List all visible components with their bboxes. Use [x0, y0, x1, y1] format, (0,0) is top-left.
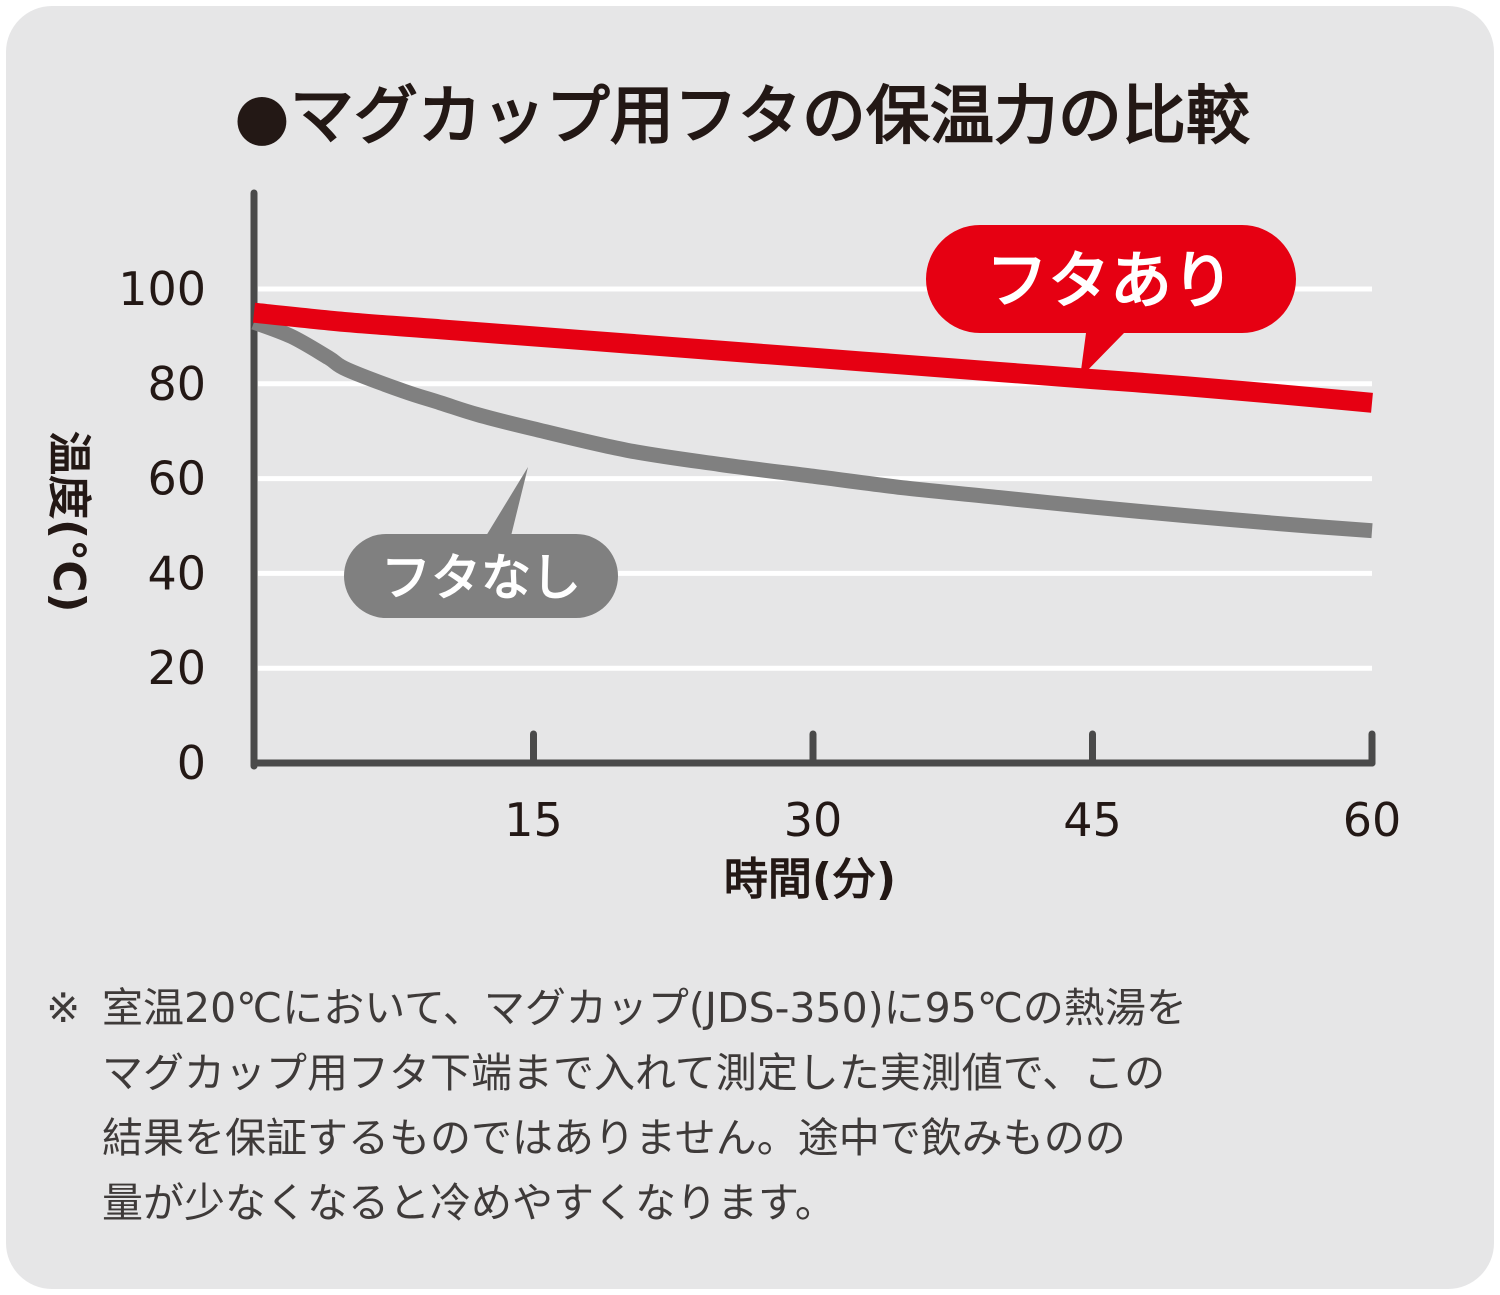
- x-tick-label: 45: [1063, 793, 1122, 847]
- footnote-line: 結果を保証するものではありません。途中で飲みものの: [102, 1114, 1126, 1162]
- x-axis-label: 時間(分): [724, 854, 896, 905]
- y-tick-label: 80: [147, 357, 206, 411]
- callout-lid-off-bubble: [344, 467, 618, 618]
- x-tick-label: 60: [1343, 793, 1402, 847]
- series-line-lid-on: [252, 302, 1373, 413]
- x-tick-label: 30: [784, 793, 843, 847]
- y-tick-label: 60: [147, 452, 206, 506]
- chart-card: ●マグカップ用フタの保温力の比較 0 20 40 60 80 100 15 30 45 60 時…: [6, 6, 1494, 1289]
- callout-lid-off-label: フタなし: [381, 549, 581, 607]
- y-tick-labels: 0 20 40 60 80 100: [118, 262, 206, 790]
- chart-title: ●マグカップ用フタの保温力の比較: [234, 80, 1251, 154]
- x-tick-marks: [530, 730, 1376, 767]
- footnote-line: 量が少なくなると冷めやすくなります。: [102, 1179, 836, 1227]
- callout-lid-on-bubble: [926, 225, 1296, 378]
- y-tick-label: 20: [147, 641, 206, 695]
- y-tick-label: 100: [118, 262, 206, 316]
- x-tick-label: 15: [504, 793, 563, 847]
- footnote-line: マグカップ用フタ下端まで入れて測定した実測値で、この: [102, 1049, 1166, 1097]
- callout-lid-off: フタなし: [344, 467, 618, 618]
- y-tick-label: 0: [177, 736, 206, 790]
- axes: [250, 189, 1376, 770]
- footnote-line: 室温20℃において、マグカップ(JDS-350)に95℃の熱湯を: [102, 984, 1187, 1032]
- series-group: [251, 302, 1373, 539]
- callout-lid-on: フタあり: [926, 225, 1296, 378]
- footnote-body: 室温20℃において、マグカップ(JDS-350)に95℃の熱湯を マグカップ用フ…: [102, 976, 1442, 1236]
- callout-lid-on-label: フタあり: [986, 244, 1234, 317]
- x-tick-labels: 15 30 45 60: [504, 793, 1401, 847]
- y-tick-label: 40: [147, 546, 206, 600]
- y-axis-label: 温度(℃): [43, 431, 94, 613]
- chart: ●マグカップ用フタの保温力の比較 0 20 40 60 80 100 15 30 45 60 時…: [43, 80, 1401, 905]
- footnote-mark: ※: [46, 984, 81, 1032]
- series-line-lid-off: [251, 315, 1373, 539]
